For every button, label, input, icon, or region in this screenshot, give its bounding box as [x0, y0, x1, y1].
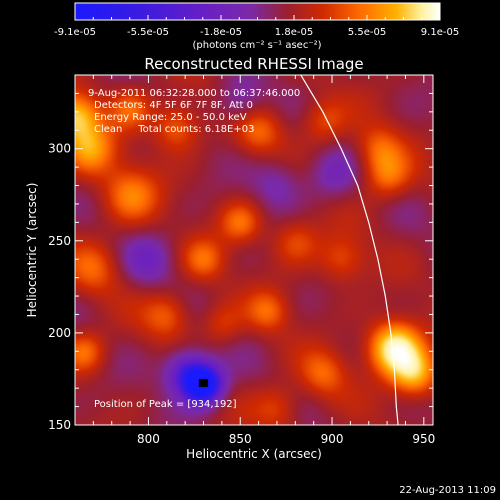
- colorbar-tick-label: -5.5e-05: [127, 27, 169, 38]
- colorbar-tick-labels: -9.1e-05 -5.5e-05 -1.8e-05 1.8e-05 5.5e-05 9.…: [54, 27, 459, 38]
- x-tick-label: 900: [321, 432, 344, 446]
- info-clean: Clean Total counts: 6.18E+03: [94, 124, 254, 135]
- y-axis-label: Heliocentric Y (arcsec): [25, 183, 39, 318]
- info-detectors: Detectors: 4F 5F 6F 7F 8F, Att 0: [94, 100, 253, 111]
- y-tick-label: 250: [48, 234, 71, 248]
- plot-frame: [74, 74, 434, 426]
- y-axis-ticks: [75, 74, 433, 426]
- solar-limb-curve: [300, 75, 399, 425]
- x-tick-label: 850: [229, 432, 252, 446]
- colorbar-tick-label: 5.5e-05: [348, 27, 386, 38]
- heatmap-image: [75, 75, 433, 425]
- y-tick-label: 300: [48, 142, 71, 156]
- y-tick-label: 200: [48, 326, 71, 340]
- colorbar-tick-label: -9.1e-05: [54, 27, 96, 38]
- y-tick-label: 150: [48, 418, 71, 432]
- colorbar-tick-label: 1.8e-05: [275, 27, 313, 38]
- x-tick-label: 800: [137, 432, 160, 446]
- plot-title: Reconstructed RHESSI Image: [144, 55, 363, 73]
- colorbar-tick-label: 9.1e-05: [421, 27, 459, 38]
- colorbar-unit-label: (photons cm⁻² s⁻¹ asec⁻²): [192, 40, 321, 51]
- timestamp: 22-Aug-2013 11:09: [399, 485, 496, 496]
- y-axis-tick-labels: 150 200 250 300: [48, 142, 71, 432]
- x-tick-label: 950: [412, 432, 435, 446]
- x-axis-ticks: [92, 75, 425, 425]
- colorbar-ticks: [74, 15, 441, 20]
- x-axis-label: Heliocentric X (arcsec): [186, 447, 322, 461]
- x-axis-tick-labels: 800 850 900 950: [137, 432, 435, 446]
- info-time-range: 9-Aug-2011 06:32:28.000 to 06:37:46.000: [88, 88, 300, 99]
- info-energy: Energy Range: 25.0 - 50.0 keV: [94, 112, 247, 123]
- info-peak-position: Position of Peak = [934,192]: [94, 399, 237, 410]
- colorbar-tick-label: -1.8e-05: [200, 27, 242, 38]
